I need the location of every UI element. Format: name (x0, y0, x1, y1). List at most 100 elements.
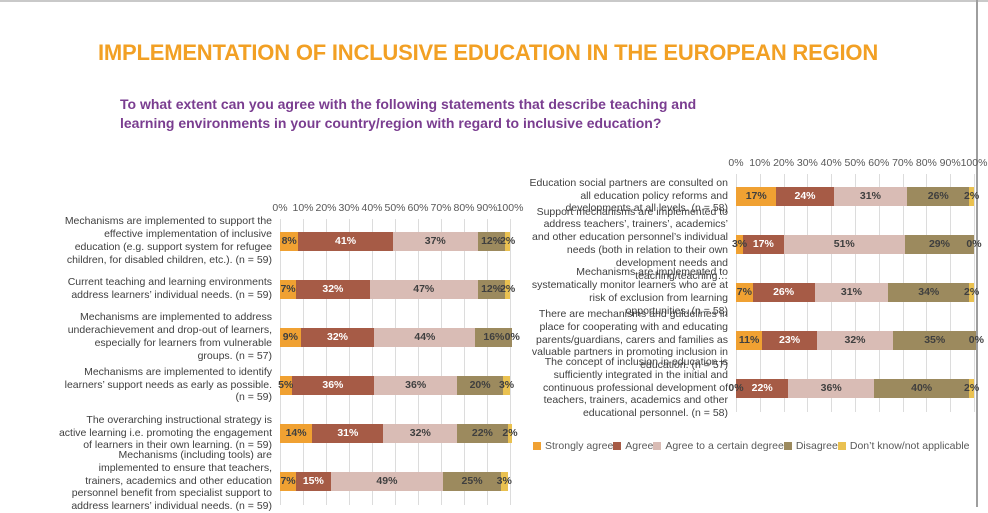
value-label: 32% (322, 283, 344, 295)
chart-row: Current teaching and learning environmen… (58, 265, 516, 313)
value-label: 12% (481, 283, 503, 295)
bar-segment: 7% (736, 282, 753, 302)
gridlines (280, 219, 511, 505)
value-label: 49% (376, 475, 398, 487)
value-label: 11% (738, 334, 760, 346)
stacked-bar: 11% 23% 32% 35% 0% (736, 330, 984, 350)
bar-segment: 7% (280, 279, 297, 299)
bar-segment: 12% (477, 231, 506, 251)
bar-segment: 37% (392, 231, 478, 251)
legend-swatch (783, 442, 792, 450)
gridline (395, 219, 396, 505)
axis-tick: 0% (272, 202, 288, 214)
axis-tick: 30% (796, 157, 818, 169)
value-label: 31% (337, 427, 359, 439)
bar-segment: 22% (736, 378, 789, 398)
axis-tick: 90% (476, 202, 498, 214)
bar-segment: 2% (964, 186, 979, 206)
gridline (280, 219, 281, 505)
category-label: Mechanisms are implemented to systematic… (531, 266, 728, 317)
value-label: 32% (326, 331, 348, 343)
category-label: Current teaching and learning environmen… (67, 276, 272, 301)
value-label: 44% (414, 331, 436, 343)
axis-tick: 10% (292, 202, 314, 214)
value-label: 3% (498, 379, 515, 391)
bar-segment: 9% (280, 327, 301, 347)
chart-right: 0% 10% 20% 30% 40% 50% 60% 70% 80% 90% 100% Educati… (524, 157, 988, 419)
bar-segment: 3% (499, 375, 514, 395)
bar-segment: 7% (280, 471, 297, 491)
value-label: 15% (302, 475, 324, 487)
bar-segment: 17% (736, 186, 777, 206)
bar-segment: 2% (964, 282, 979, 302)
value-label: 41% (335, 235, 357, 247)
value-label: 2% (502, 427, 518, 439)
plot-body: Mechanisms are implemented to support th… (58, 215, 520, 512)
value-label: 31% (859, 190, 881, 202)
chart-row: Mechanisms (including tools) are impleme… (58, 449, 512, 512)
axis-tick: 40% (361, 202, 383, 214)
bar-segment: 26% (752, 282, 815, 302)
chart-row: The concept of inclusion in education is… (524, 356, 979, 419)
x-axis: 0% 10% 20% 30% 40% 50% 60% 70% 80% 90% 100% (272, 202, 523, 217)
stacked-bar: 0% 22% 36% 40% 2% (728, 378, 979, 398)
axis-tick: 80% (915, 157, 937, 169)
value-label: 2% (963, 286, 980, 298)
value-label: 35% (924, 334, 946, 346)
value-label: 3% (496, 475, 512, 487)
gridline (326, 219, 327, 505)
chart-left: 0% 10% 20% 30% 40% 50% 60% 70% 80% 90% 100% Mechani… (58, 202, 523, 512)
axis-tick: 90% (939, 157, 961, 169)
category-label: Mechanisms are implemented to identify l… (64, 365, 272, 404)
value-label: 40% (911, 382, 933, 394)
gridline (974, 174, 975, 412)
value-label: 9% (282, 331, 298, 343)
category-label: The overarching instructional strategy i… (58, 413, 272, 452)
axis-header: 0% 10% 20% 30% 40% 50% 60% 70% 80% 90% 100% (524, 157, 987, 172)
axis-tick: 20% (773, 157, 795, 169)
value-label: 26% (927, 190, 949, 202)
value-label: 37% (424, 235, 446, 247)
value-label: 23% (779, 334, 801, 346)
value-label: 17% (745, 190, 767, 202)
bar-segment: 40% (874, 378, 970, 398)
category-label: Support mechanisms are implemented to ad… (532, 205, 728, 282)
axis-tick: 100% (960, 157, 988, 169)
legend-swatch (653, 442, 662, 450)
bar-segment: 36% (788, 378, 875, 398)
axis-tick: 50% (844, 157, 866, 169)
legend-item: Strongly agree (533, 440, 613, 452)
axis-tick: 10% (749, 157, 771, 169)
value-label: 47% (413, 283, 435, 295)
chart-row: There are mechanisms and guidelines in p… (524, 308, 984, 371)
window-right-edge (976, 0, 978, 507)
legend-label: Don’t know/not applicable (849, 440, 970, 452)
bar-segment: 3% (497, 471, 512, 491)
gridline (510, 219, 511, 505)
bar-segment: 49% (330, 471, 444, 491)
value-label: 2% (963, 190, 980, 202)
axis-tick: 50% (384, 202, 406, 214)
bar-segment: 35% (893, 330, 977, 350)
value-label: 36% (820, 382, 842, 394)
legend-label: Agree (625, 440, 654, 452)
legend-swatch (613, 442, 622, 450)
bar-segment: 41% (298, 231, 393, 251)
x-axis: 0% 10% 20% 30% 40% 50% 60% 70% 80% 90% 100% (728, 157, 987, 172)
bar-segment: 20% (457, 375, 504, 395)
legend-swatch (533, 442, 541, 450)
axis-tick: 60% (407, 202, 429, 214)
axis-tick: 30% (338, 202, 360, 214)
value-label: 51% (833, 238, 855, 250)
bar-segment: 2% (502, 423, 518, 443)
category-label: The concept of inclusion in education is… (542, 356, 728, 420)
bar-segment: 22% (457, 423, 508, 443)
value-label: 17% (752, 238, 774, 250)
value-label: 0% (728, 382, 744, 394)
axis-tick: 20% (315, 202, 337, 214)
value-label: 3% (731, 238, 748, 250)
value-label: 2% (500, 283, 516, 295)
bar-segment: 51% (783, 234, 905, 254)
legend-item: Disagree (783, 440, 838, 452)
page-title: IMPLEMENTATION OF INCLUSIVE EDUCATION IN… (97, 40, 879, 65)
